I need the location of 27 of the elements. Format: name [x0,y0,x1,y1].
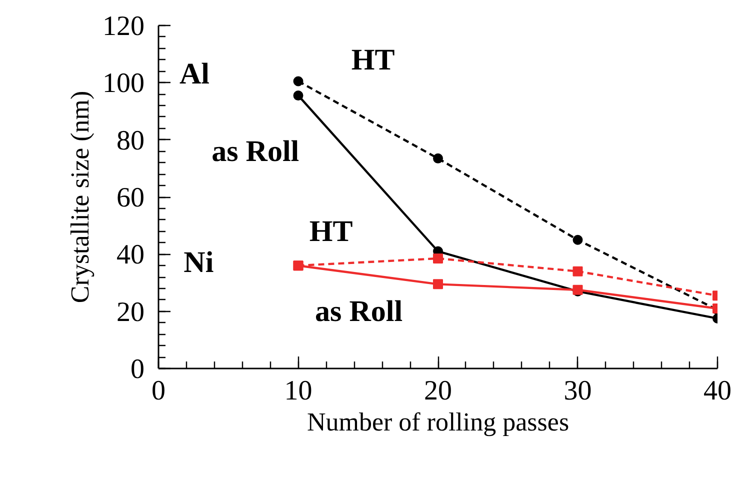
y-tick-label: 80 [116,125,144,156]
y-tick-label: 20 [116,296,144,328]
x-tick-label: 30 [564,376,592,406]
point [293,76,304,86]
y-tick-label: 120 [102,11,144,42]
y-tick-label: 0 [130,354,144,385]
x-tick-label: 0 [152,376,166,406]
point [433,153,443,164]
annotation: Al [179,58,210,91]
annotation: as Roll [212,134,300,168]
y-axis-title: Crystallite size (nm) [66,90,94,304]
x-tick-label: 20 [424,376,452,406]
annotation: Ni [184,246,214,280]
point [433,279,443,290]
point [433,253,443,264]
x-tick-label: 10 [284,376,312,406]
y-tick-label: 40 [116,240,144,271]
annotation: as Roll [315,294,403,328]
annotation: HT [351,43,395,76]
x-tick-label: 40 [704,376,732,406]
annotation: HT [309,214,353,248]
point [572,234,583,245]
point [293,90,304,101]
y-tick-label: 100 [102,68,144,100]
x-axis-title: Number of rolling passes [306,408,570,436]
y-tick-label: 60 [116,182,144,214]
point [572,266,583,276]
